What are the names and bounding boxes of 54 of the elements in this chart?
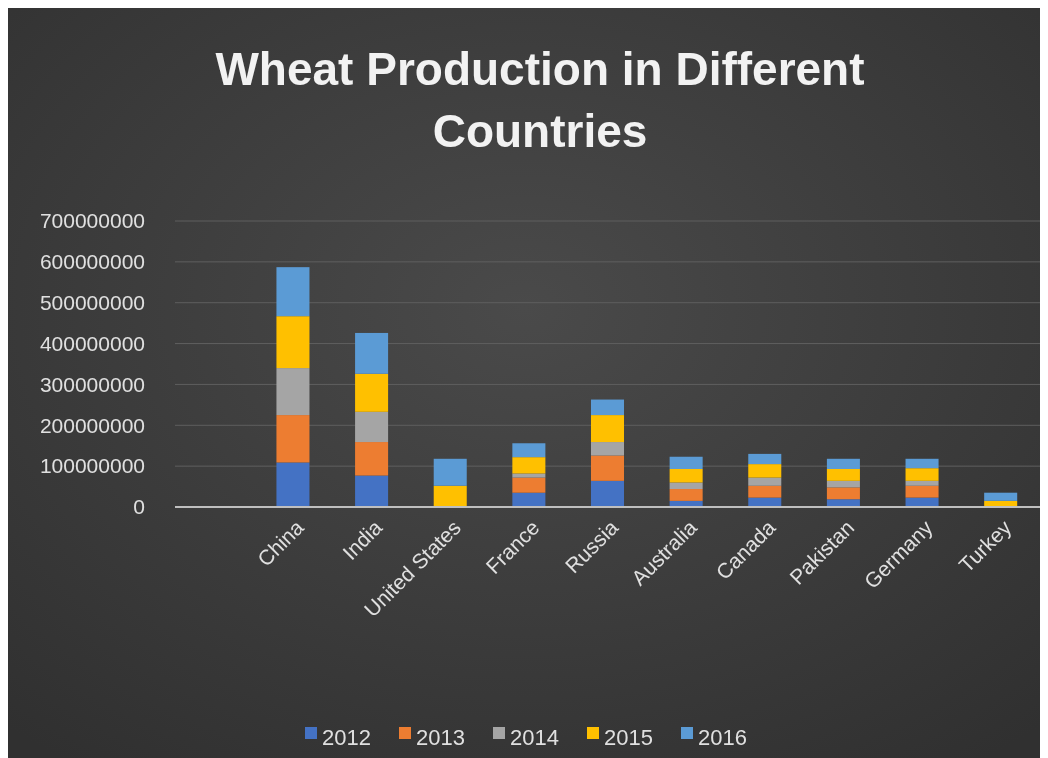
bar [826, 499, 860, 507]
y-tick-label: 500000000 [39, 291, 145, 315]
legend-label: 2014 [510, 724, 559, 750]
bar [748, 453, 782, 465]
bar [826, 480, 860, 488]
bar [669, 489, 703, 501]
bar [905, 480, 939, 486]
bar [276, 316, 310, 369]
y-tick-label: 600000000 [39, 250, 145, 274]
bar [276, 462, 310, 507]
legend-label: 2016 [698, 724, 747, 750]
bar [512, 457, 546, 474]
chart-title: Wheat Production in Different Countries [215, 43, 865, 157]
legend-label: 2012 [322, 724, 371, 750]
y-tick-label: 700000000 [39, 209, 145, 233]
bar [590, 415, 625, 443]
bar [905, 458, 939, 469]
bar [905, 468, 939, 481]
y-tick-label: 200000000 [39, 413, 145, 437]
bar [512, 473, 546, 478]
bar [590, 442, 625, 456]
bar [669, 469, 703, 483]
bar [355, 332, 389, 374]
bar [748, 477, 782, 486]
bar [669, 482, 703, 490]
bar [276, 415, 310, 463]
bar [826, 487, 860, 500]
bar [748, 464, 782, 478]
bar [826, 469, 860, 481]
bar [669, 456, 703, 469]
bar [433, 485, 467, 507]
bar [590, 455, 625, 481]
bar [512, 477, 546, 493]
bar [355, 475, 389, 507]
y-tick-label: 100000000 [39, 454, 145, 478]
bar [984, 492, 1018, 501]
y-tick-label: 300000000 [39, 372, 145, 396]
bar [590, 480, 625, 507]
bar [276, 267, 310, 317]
bar [905, 485, 939, 498]
legend-label: 2015 [604, 724, 653, 750]
bar [433, 458, 467, 486]
bar [355, 442, 389, 476]
bar [748, 485, 782, 498]
bar [826, 458, 860, 469]
legend-label: 2013 [416, 724, 465, 750]
bar [590, 399, 625, 416]
bar [512, 443, 546, 458]
y-tick-label: 400000000 [39, 331, 145, 355]
bar [276, 368, 310, 416]
y-tick-label: 0 [133, 495, 145, 519]
bar [355, 373, 389, 412]
bar [355, 411, 389, 443]
bar [512, 492, 546, 507]
